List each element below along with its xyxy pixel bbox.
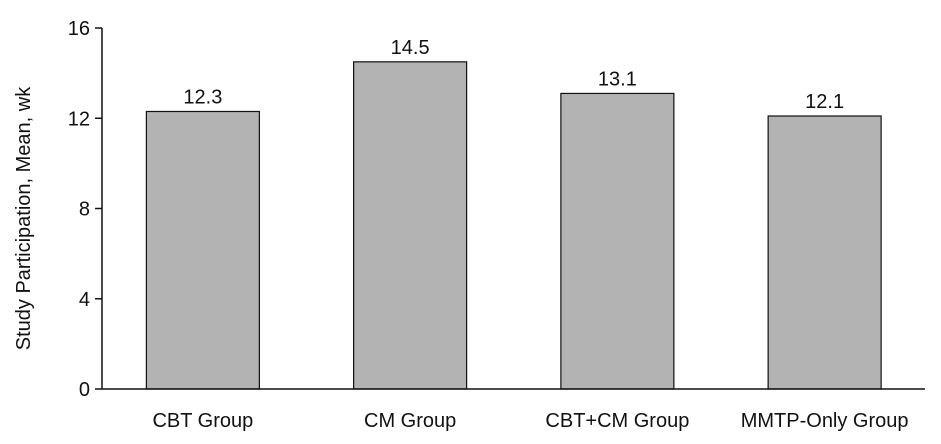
bar	[145, 110, 260, 390]
bar	[767, 115, 882, 390]
bar-value-label: 13.1	[598, 68, 637, 90]
x-category-label: CBT Group	[152, 410, 253, 432]
bar-value-label: 14.5	[391, 37, 430, 59]
y-tick-label: 0	[79, 379, 90, 401]
bar-value-label: 12.3	[183, 86, 222, 108]
bar	[560, 92, 675, 390]
y-axis-title: Study Participation, Mean, wk	[13, 86, 35, 350]
y-tick-label: 4	[79, 289, 90, 311]
x-category-label: CBT+CM Group	[545, 410, 689, 432]
y-axis-title-group: Study Participation, Mean, wk	[13, 86, 35, 350]
y-tick-label: 8	[79, 199, 90, 221]
y-axis-ticks: 0 4 8 12 16	[68, 18, 102, 401]
bar	[353, 61, 468, 390]
data-labels: 12.3 14.5 13.1 12.1	[183, 37, 844, 113]
bar-value-label: 12.1	[805, 91, 844, 113]
y-tick-label: 16	[68, 18, 90, 40]
bars	[145, 61, 882, 390]
x-category-label: MMTP-Only Group	[741, 410, 909, 432]
x-category-label: CM Group	[364, 410, 456, 432]
y-tick-label: 12	[68, 108, 90, 130]
category-labels: CBT Group CM Group CBT+CM Group MMTP-Only G…	[152, 410, 908, 432]
